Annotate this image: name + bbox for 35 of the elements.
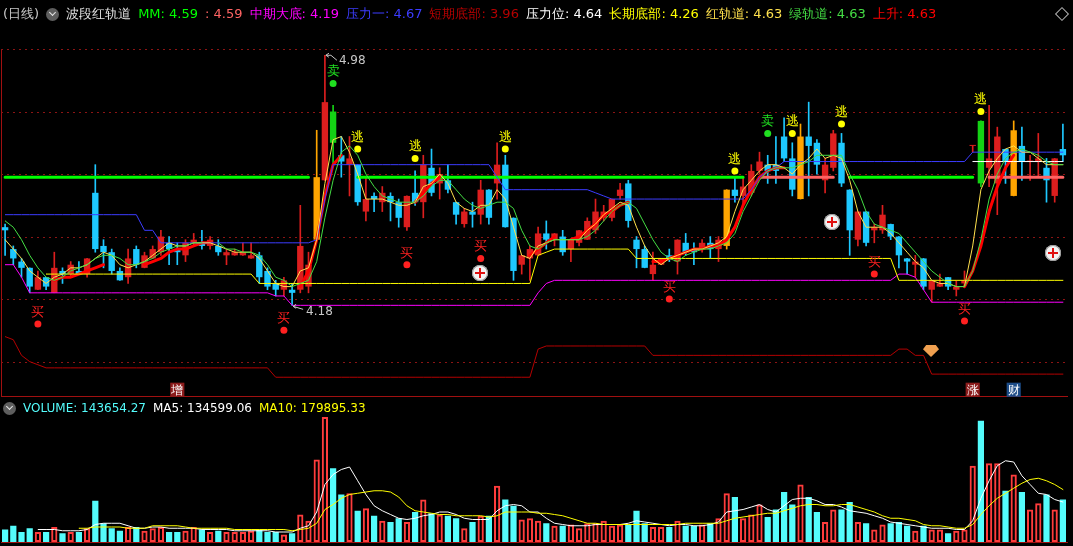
- text: 红轨道: 4.63: [705, 6, 783, 22]
- text: 压力位: 4.64: [525, 6, 603, 22]
- data-label: 逃: [498, 128, 512, 144]
- text: VOLUME: 143654.27: [23, 400, 146, 416]
- text: 长期底部: 4.26: [609, 6, 699, 22]
- text: MA10: 179895.33: [258, 400, 366, 416]
- data-label: 涨: [966, 382, 979, 397]
- chart-title: (日线): [3, 6, 40, 22]
- data-label: 卖: [761, 113, 775, 129]
- data-label: 逃: [835, 103, 848, 119]
- data-label: 增: [170, 382, 184, 397]
- text: MM: 4.59: [138, 6, 199, 22]
- data-label: 逃: [974, 91, 988, 107]
- text: 中期大底: 4.19: [249, 6, 339, 22]
- data-label: 逃: [408, 138, 422, 154]
- text: 绿轨道: 4.63: [789, 6, 866, 22]
- data-label: 卖: [326, 63, 340, 79]
- text: 上升: 4.63: [872, 6, 937, 22]
- data-label: 买: [31, 303, 45, 319]
- data-label: 买: [474, 238, 488, 254]
- text: 短期底部: 3.96: [429, 6, 519, 22]
- data-label: 买: [277, 310, 291, 326]
- annotation: 4.98: [338, 53, 366, 68]
- chart-subtitle: 波段红轨道: [66, 6, 132, 22]
- text: 压力一: 4.67: [345, 6, 423, 22]
- data-label: 逃: [785, 113, 799, 129]
- data-label: 买: [958, 300, 971, 316]
- data-label: 逃: [728, 150, 742, 166]
- text: MA5: 134599.06: [153, 400, 252, 416]
- text: : 4.59: [205, 6, 243, 22]
- data-label: 财: [1007, 382, 1020, 397]
- data-label: 买: [400, 244, 414, 260]
- data-label: 买: [662, 278, 676, 294]
- data-label: 逃: [351, 128, 365, 144]
- annotation: 4.18: [306, 304, 333, 319]
